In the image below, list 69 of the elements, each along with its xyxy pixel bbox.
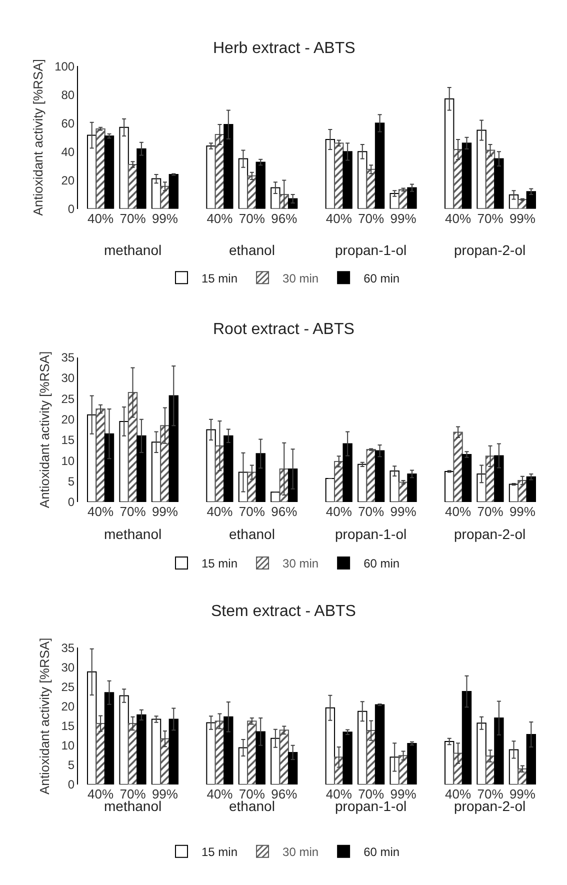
text: ethanol [229, 526, 275, 542]
text: 30 min [282, 556, 319, 571]
y-tick-label: 25 [61, 680, 75, 694]
y-tick-label: 15 [61, 433, 75, 448]
x-tick-label: 99% [152, 210, 178, 226]
y-tick-label: 25 [61, 392, 75, 406]
x-tick-label: 70% [238, 210, 266, 226]
text: propan-2-ol [454, 242, 526, 258]
y-tick-label: 60 [61, 116, 75, 130]
y-axis-title: Antioxidant activity [%RSA] [37, 351, 52, 508]
y-tick-label: 40 [61, 144, 75, 159]
x-tick-label: 70% [120, 210, 146, 226]
y-tick-label: 30 [61, 660, 75, 674]
y-tick-label: 20 [61, 412, 75, 427]
x-tick-label: 40% [445, 504, 472, 520]
chart-title: Herb extract - ABTS [213, 40, 356, 57]
chart-title: Root extract - ABTS [213, 321, 354, 338]
text: methanol [104, 242, 162, 258]
x-tick-label: 70% [238, 504, 266, 520]
x-tick-label: 40% [445, 210, 472, 226]
x-tick-label: 40% [206, 504, 234, 520]
legend-label: 15 min [202, 556, 238, 571]
y-axis-title: Antioxidant activity [%RSA] [37, 638, 52, 794]
text: 30 min [282, 845, 319, 860]
x-tick-label: 99% [509, 210, 536, 226]
legend-label: 60 min [364, 845, 400, 860]
text: methanol [104, 526, 162, 542]
y-tick-label: 5 [68, 474, 75, 489]
x-tick-label: 40% [88, 210, 114, 226]
x-tick-label: 40% [326, 210, 352, 226]
x-tick-label: 40% [206, 210, 234, 226]
x-tick-label: 70% [120, 504, 146, 520]
text: propan-2-ol [454, 526, 526, 542]
x-tick-label: 70% [358, 210, 385, 226]
text: propan-1-ol [335, 526, 407, 542]
y-tick-label: 0 [68, 495, 75, 510]
x-tick-label: 99% [390, 210, 417, 226]
x-tick-label: 70% [477, 504, 504, 520]
y-axis-title: Antioxidant activity [%RSA] [30, 59, 46, 216]
y-tick-label: 30 [61, 371, 75, 386]
y-tick-label: 35 [61, 640, 75, 655]
legend-label: 60 min [364, 271, 400, 286]
y-tick-label: 10 [61, 454, 75, 468]
x-tick-label: 70% [358, 504, 385, 520]
text: 30 min [282, 271, 319, 286]
x-tick-label: 40% [326, 504, 352, 520]
x-tick-label: 99% [509, 504, 536, 520]
x-tick-label: 96% [271, 210, 298, 226]
y-tick-label: 10 [61, 738, 75, 753]
y-tick-label: 35 [61, 350, 75, 365]
legend-label: 60 min [364, 556, 400, 571]
y-tick-label: 0 [68, 778, 75, 792]
x-tick-label: 96% [271, 504, 298, 520]
y-tick-label: 20 [61, 173, 75, 188]
y-tick-label: 20 [61, 700, 75, 714]
legend-label: 15 min [202, 845, 238, 860]
text: ethanol [229, 242, 275, 258]
x-tick-label: 99% [152, 504, 178, 520]
y-tick-label: 80 [61, 88, 75, 102]
y-tick-label: 0 [68, 202, 75, 216]
y-tick-label: 15 [61, 719, 75, 734]
x-tick-label: 99% [390, 504, 417, 520]
y-tick-label: 5 [68, 758, 75, 772]
text: propan-1-ol [335, 242, 407, 258]
x-tick-label: 40% [88, 504, 114, 520]
legend-label: 15 min [202, 271, 238, 286]
chart-title: Stem extract - ABTS [211, 603, 356, 620]
x-tick-label: 70% [477, 210, 504, 226]
y-tick-label: 100 [54, 59, 75, 74]
